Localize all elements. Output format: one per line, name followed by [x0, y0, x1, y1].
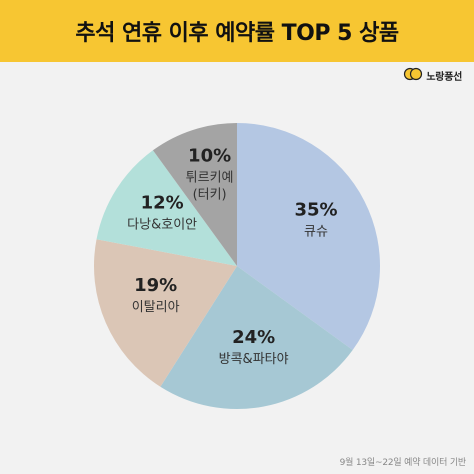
slice-category-label: 다낭&호이안	[127, 217, 197, 232]
slice-label-group: 19% 이탈리아	[132, 275, 180, 315]
pie-slice	[96, 150, 237, 266]
slice-category-label: 큐슈	[304, 225, 328, 240]
pie-slice	[160, 266, 353, 409]
pie-slice	[152, 123, 237, 266]
footnote: 9월 13일~22일 예약 데이터 기반	[339, 458, 467, 468]
slice-label-group: 10% 튀르키예 (터키)	[186, 146, 234, 203]
brand-name: 노랑풍선	[426, 72, 462, 83]
slice-percent-label: 35%	[294, 200, 337, 221]
brand-logo: 노랑풍선	[403, 66, 462, 85]
slice-label-group: 12% 다낭&호이안	[127, 192, 197, 232]
pie-slice	[94, 239, 238, 387]
page-title: 추석 연휴 이후 예약률 TOP 5 상품	[75, 21, 399, 46]
header-bar: 추석 연휴 이후 예약률 TOP 5 상품	[0, 0, 474, 62]
slice-category-label: 이탈리아	[132, 300, 180, 315]
pie-slice	[237, 123, 380, 351]
slice-percent-label: 24%	[232, 327, 275, 348]
slice-percent-label: 19%	[134, 275, 177, 296]
slice-category-label: (터키)	[193, 188, 227, 203]
slice-category-label: 튀르키예	[186, 171, 234, 186]
slice-label-group: 35% 큐슈	[294, 200, 337, 240]
slice-category-label: 방콕&파타야	[219, 352, 289, 367]
slice-percent-label: 12%	[141, 192, 184, 213]
slice-percent-label: 10%	[188, 146, 231, 167]
balloon-logo-icon	[403, 66, 423, 85]
slice-label-group: 24% 방콕&파타야	[219, 327, 289, 367]
